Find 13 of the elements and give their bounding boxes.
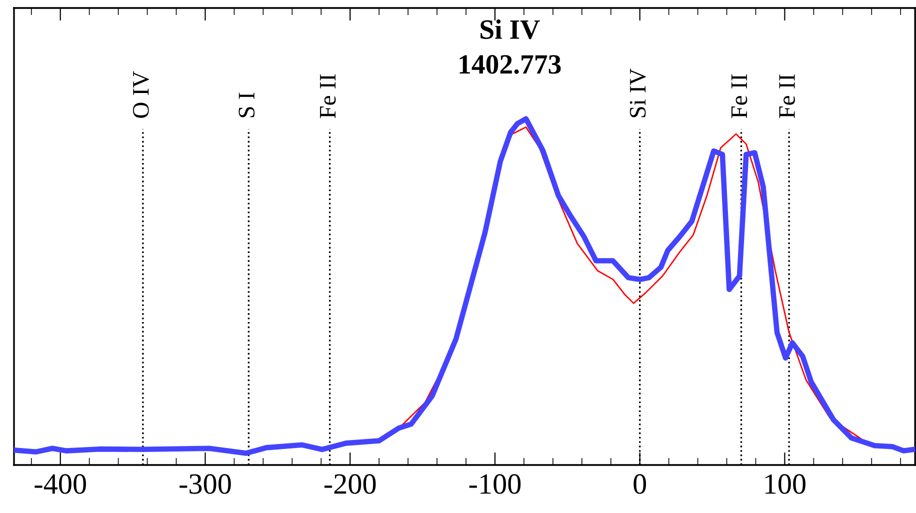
ref-line-label: Fe II <box>320 74 336 118</box>
x-tick-label: -300 <box>180 474 231 494</box>
ref-line-label: O IV <box>132 71 149 118</box>
x-tick-label: -400 <box>34 474 86 494</box>
ref-line-label: Si IV <box>630 68 646 118</box>
ref-line-label: Fe II <box>779 74 795 118</box>
x-tick-label: 0 <box>634 474 646 494</box>
ref-line-label: Fe II <box>731 74 748 118</box>
x-tick-label: -100 <box>469 474 521 494</box>
chart-title: Si IV 1402.773 <box>460 19 561 74</box>
x-tick-label: -200 <box>324 474 376 494</box>
ref-line-label: S I <box>238 92 255 118</box>
x-tick-label: 100 <box>765 474 806 494</box>
